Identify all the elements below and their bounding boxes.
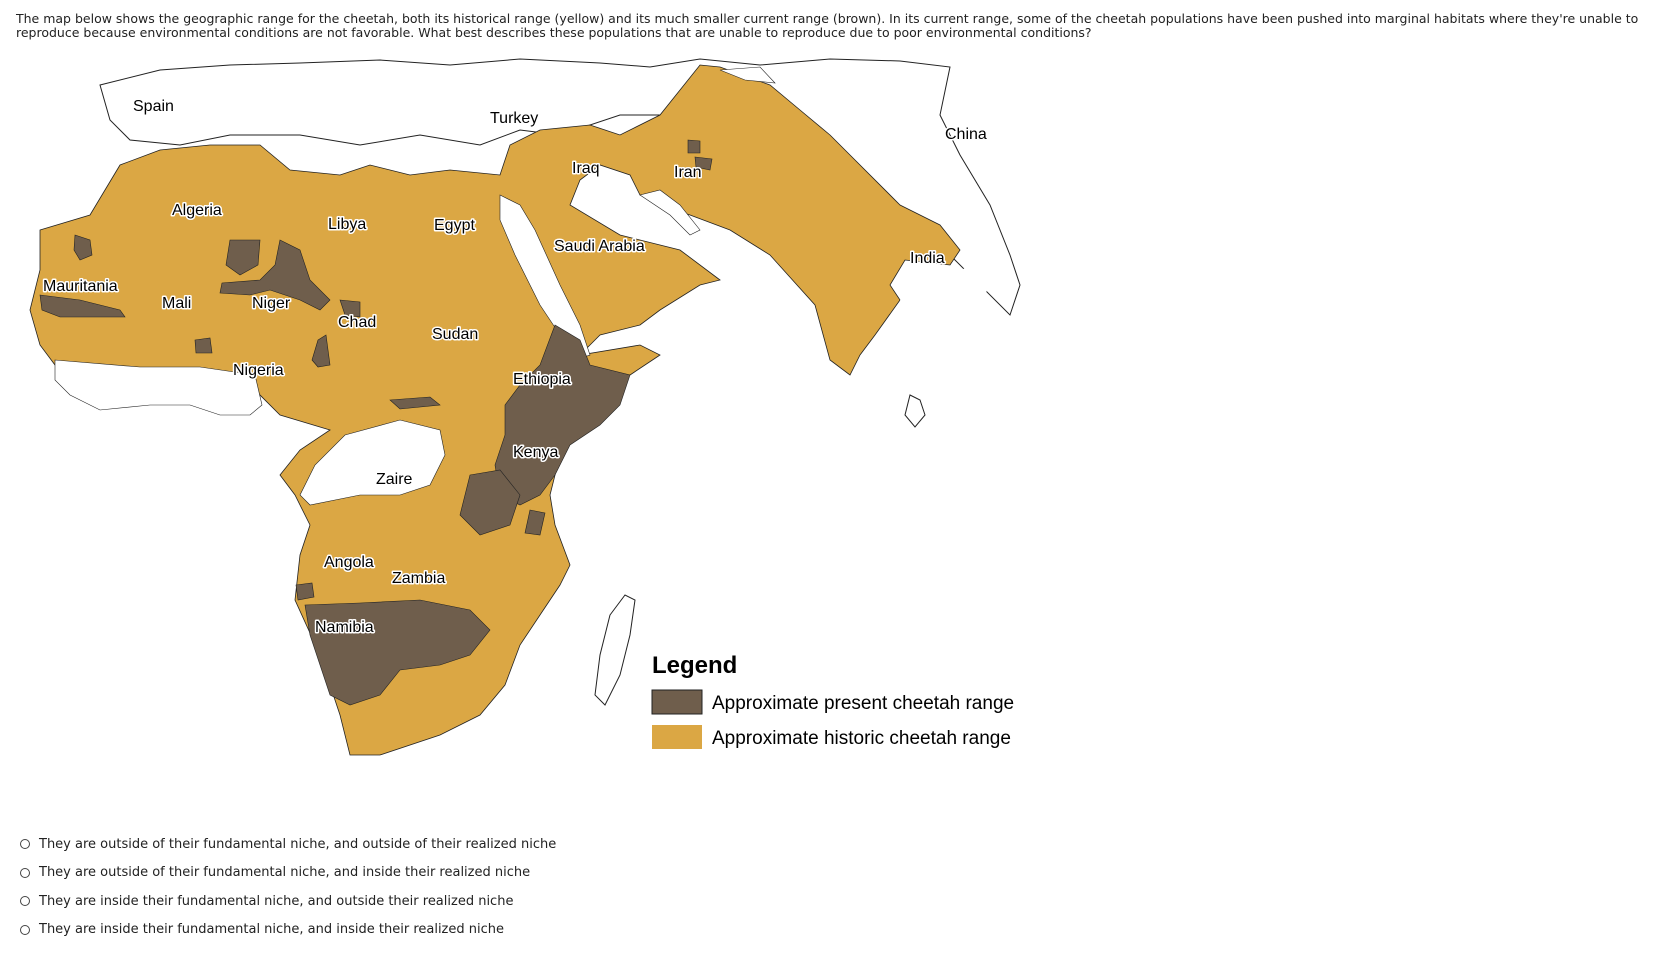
option-label: They are outside of their fundamental ni…: [39, 865, 531, 881]
present-range-patches: [39, 139, 713, 706]
present-patch-ethiopia-kenya: [494, 324, 631, 506]
label-saudi-arabia: Saudi Arabia: [554, 238, 645, 255]
legend-label-present: Approximate present cheetah range: [712, 693, 1014, 714]
cheetah-range-map: Spain Turkey China Iraq Iran Algeria Lib…: [0, 55, 1040, 815]
present-patch-kenya-south: [524, 509, 546, 536]
legend-swatch-present: [651, 689, 703, 715]
historic-range-north-africa: [29, 64, 961, 756]
option-label: They are inside their fundamental niche,…: [39, 922, 505, 938]
present-patch-iran-1: [687, 139, 701, 154]
legend-label-historic: Approximate historic cheetah range: [712, 728, 1011, 749]
persian-gulf: [639, 189, 701, 236]
present-patch-algeria: [225, 239, 261, 276]
map-legend: Legend Approximate present cheetah range…: [651, 652, 1014, 749]
label-zaire: Zaire: [376, 471, 413, 488]
label-chad: Chad: [338, 314, 376, 331]
label-iraq: Iraq: [572, 160, 600, 177]
india-east-gap: [900, 260, 990, 325]
radio-button[interactable]: [20, 924, 30, 935]
label-ethiopia: Ethiopia: [513, 371, 571, 388]
present-patch-niger: [219, 239, 331, 311]
caspian-gap: [719, 66, 776, 84]
label-iran: Iran: [674, 164, 702, 181]
radio-button[interactable]: [20, 867, 30, 878]
madagascar: [594, 594, 636, 706]
answer-option-3[interactable]: They are inside their fundamental niche,…: [20, 887, 720, 916]
present-patch-iran-2: [694, 156, 713, 171]
west-africa-gap: [54, 359, 263, 416]
sri-lanka: [904, 394, 926, 428]
label-turkey: Turkey: [490, 110, 538, 127]
label-zambia: Zambia: [392, 570, 445, 587]
label-niger: Niger: [252, 295, 291, 312]
label-india: India: [910, 250, 945, 267]
option-label: They are outside of their fundamental ni…: [39, 836, 557, 852]
present-patch-sudan: [389, 396, 441, 410]
label-namibia: Namibia: [315, 619, 374, 636]
label-angola: Angola: [324, 554, 374, 571]
zaire-forest-gap: [299, 419, 446, 506]
legend-title: Legend: [652, 652, 737, 679]
label-kenya: Kenya: [513, 444, 558, 461]
label-mauritania: Mauritania: [43, 278, 118, 295]
label-libya: Libya: [328, 216, 366, 233]
label-mali: Mali: [162, 295, 191, 312]
radio-button[interactable]: [20, 839, 30, 850]
present-patch-angola: [295, 582, 315, 601]
answer-options: They are outside of their fundamental ni…: [20, 830, 720, 944]
answer-option-2[interactable]: They are outside of their fundamental ni…: [20, 859, 720, 888]
answer-option-4[interactable]: They are inside their fundamental niche,…: [20, 916, 720, 945]
label-egypt: Egypt: [434, 217, 475, 234]
option-label: They are inside their fundamental niche,…: [39, 893, 514, 909]
present-patch-tanzania: [459, 469, 521, 536]
label-nigeria: Nigeria: [233, 362, 284, 379]
present-patch-nigeria: [311, 334, 331, 368]
map-svg: Spain Turkey China Iraq Iran Algeria Lib…: [29, 58, 1021, 756]
present-patch-mali: [194, 337, 213, 354]
label-algeria: Algeria: [172, 202, 222, 219]
legend-swatch-historic: [652, 725, 702, 749]
question-text: The map below shows the geographic range…: [16, 11, 1639, 40]
label-spain: Spain: [133, 98, 174, 115]
present-patch-namibia-botswana: [304, 599, 491, 706]
label-sudan: Sudan: [432, 326, 478, 343]
radio-button[interactable]: [20, 896, 30, 907]
present-patch-mauritania: [39, 294, 126, 318]
present-patch-mauritania-north: [73, 234, 93, 261]
answer-option-1[interactable]: They are outside of their fundamental ni…: [20, 830, 720, 859]
label-china: China: [945, 126, 987, 143]
present-patch-chad: [339, 299, 361, 318]
